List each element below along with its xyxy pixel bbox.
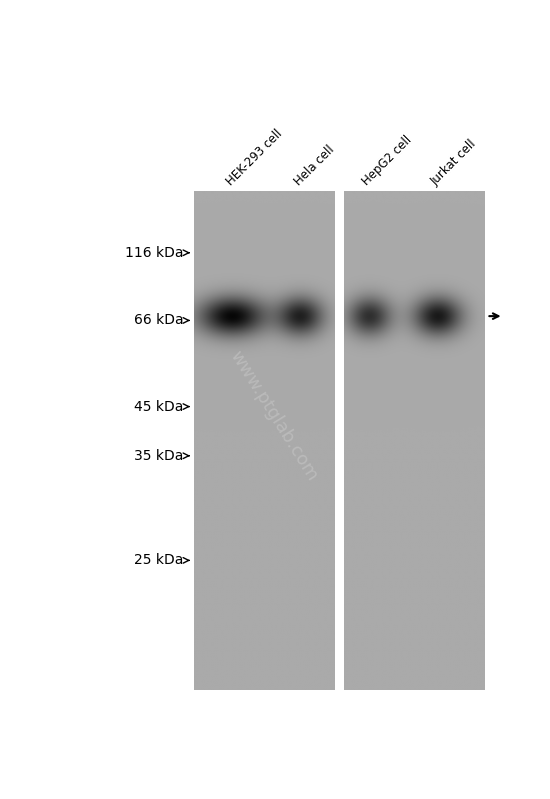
Text: 116 kDa: 116 kDa — [125, 246, 184, 260]
Text: Hela cell: Hela cell — [292, 143, 337, 188]
Text: 45 kDa: 45 kDa — [134, 400, 184, 414]
Text: HepG2 cell: HepG2 cell — [360, 133, 415, 188]
Text: 35 kDa: 35 kDa — [134, 449, 184, 463]
Text: Jurkat cell: Jurkat cell — [428, 137, 479, 188]
Text: 66 kDa: 66 kDa — [134, 313, 184, 328]
Text: 25 kDa: 25 kDa — [134, 554, 184, 567]
Text: HEK-293 cell: HEK-293 cell — [224, 127, 285, 188]
Text: www.ptglab.com: www.ptglab.com — [226, 348, 321, 484]
